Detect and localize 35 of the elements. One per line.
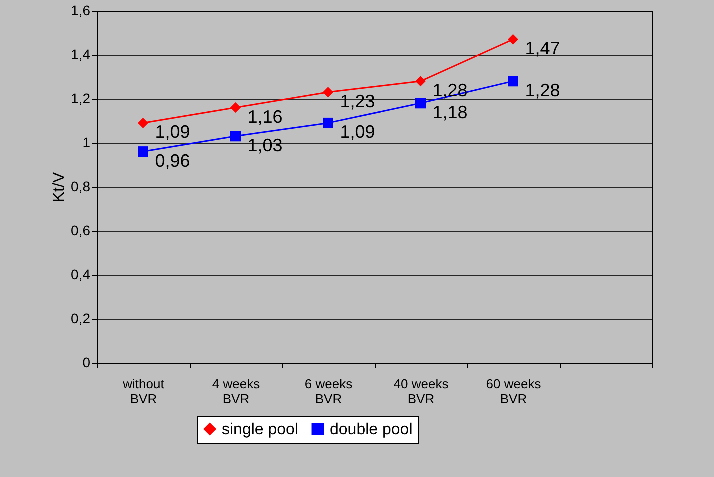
y-tick-label: 0,2 bbox=[71, 310, 91, 326]
data-label: 1,47 bbox=[525, 38, 560, 59]
data-label: 1,28 bbox=[525, 80, 560, 100]
y-tick-label: 0,8 bbox=[71, 178, 91, 194]
point bbox=[508, 34, 518, 45]
legend-label: double pool bbox=[330, 421, 413, 438]
point bbox=[323, 87, 334, 98]
x-tick-label: 4 weeks BVR bbox=[212, 376, 261, 406]
x-tick-label: 6 weeks BVR bbox=[304, 376, 354, 406]
y-axis-title: Kt/V bbox=[51, 172, 68, 203]
point bbox=[416, 76, 426, 87]
data-label: 1,16 bbox=[248, 106, 283, 127]
point bbox=[230, 102, 241, 114]
y-tick-label: 1,6 bbox=[71, 2, 91, 18]
point bbox=[323, 118, 334, 128]
data-label: 1,09 bbox=[340, 122, 376, 142]
point bbox=[138, 118, 148, 128]
point bbox=[138, 146, 148, 158]
y-tick-label: 0,6 bbox=[71, 222, 91, 238]
y-tick-label: 0,4 bbox=[71, 266, 91, 282]
x-tick-label: 40 weeks BVR bbox=[394, 376, 450, 406]
y-tick-label: 1 bbox=[82, 134, 91, 150]
x-tick-label: 60 weeks BVR bbox=[486, 376, 542, 406]
point bbox=[508, 76, 518, 87]
y-tick-label: 0 bbox=[82, 354, 91, 370]
data-label: 1,18 bbox=[432, 102, 468, 122]
data-label: 1,09 bbox=[155, 122, 190, 142]
legend-label: single pool bbox=[222, 421, 298, 438]
point bbox=[416, 98, 426, 109]
data-label: 0,96 bbox=[155, 150, 190, 171]
data-label: 1,28 bbox=[432, 80, 468, 100]
point bbox=[230, 131, 241, 142]
y-tick-label: 1,4 bbox=[71, 46, 91, 62]
y-tick-label: 1,2 bbox=[71, 90, 91, 106]
x-tick-label: without BVR bbox=[122, 376, 165, 406]
